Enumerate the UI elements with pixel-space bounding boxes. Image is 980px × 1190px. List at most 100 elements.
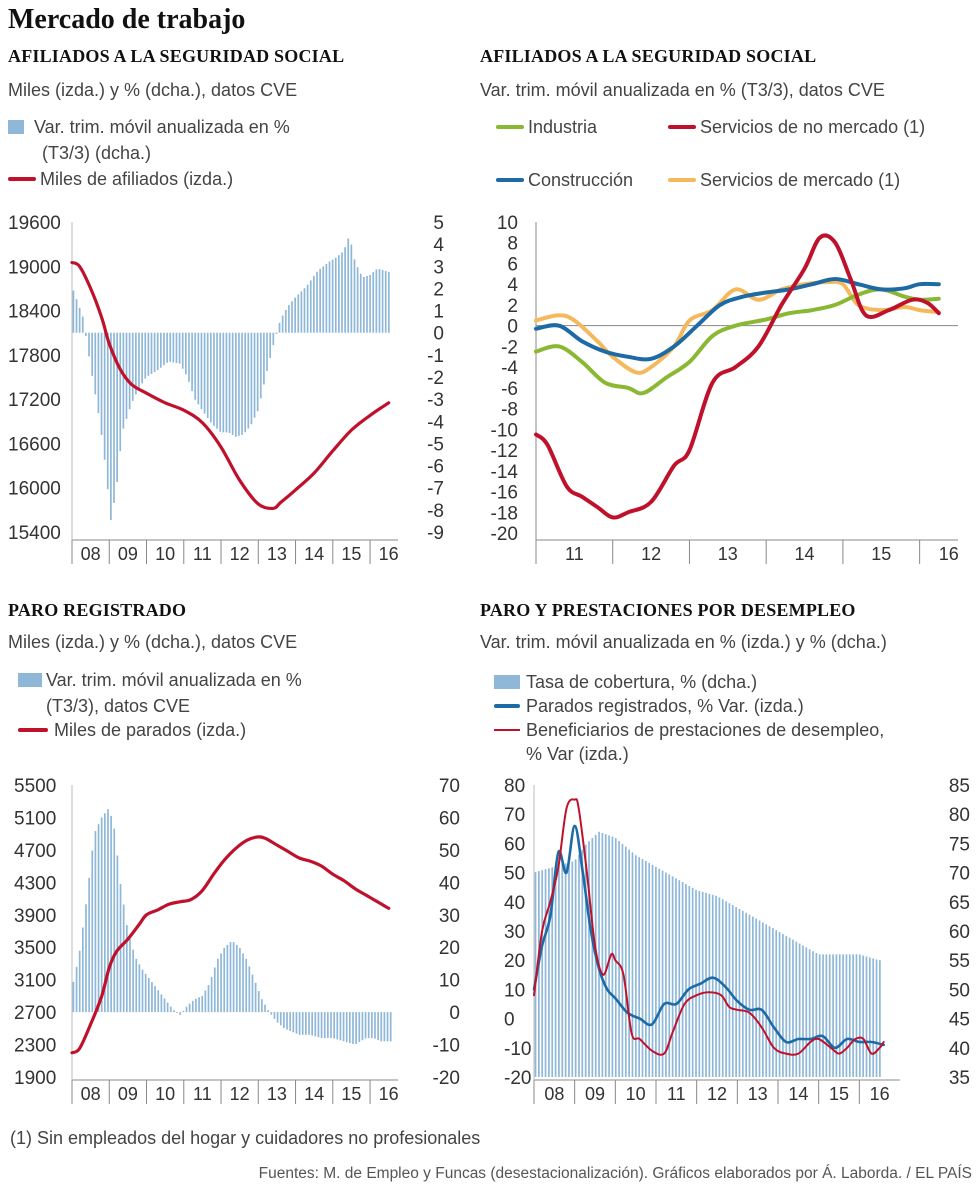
bar: [383, 1012, 386, 1042]
bar: [185, 1006, 188, 1013]
bar: [141, 332, 143, 384]
bar: [213, 332, 215, 426]
left-tick-label: 18400: [8, 302, 61, 323]
bar: [571, 861, 574, 1077]
chart-paro-registrado: 5500 5100 4700 4300 3900 3500 3100 2700 2300 1900…: [14, 776, 460, 1104]
left-tick-label: 15400: [8, 523, 61, 544]
bar: [845, 954, 848, 1077]
bar: [273, 1012, 276, 1019]
series-line-servicios-no-mercado: [534, 233, 941, 520]
bar: [147, 977, 150, 1013]
right-tick-label: 30: [439, 906, 460, 927]
blue-line-swatch-icon: [494, 704, 520, 708]
y-tick-label: 4: [507, 275, 518, 296]
bar: [266, 332, 268, 371]
bar: [298, 1012, 301, 1035]
panel1-title: AFILIADOS A LA SEGURIDAD SOCIAL: [8, 46, 345, 66]
bar: [608, 835, 610, 1077]
bar: [678, 880, 681, 1077]
bar: [748, 914, 751, 1077]
bar: [220, 953, 222, 1013]
bar: [327, 1012, 329, 1039]
bar: [91, 850, 94, 1013]
y-tick-label: -4: [501, 358, 518, 379]
bar: [232, 942, 235, 1013]
bar: [270, 1012, 273, 1015]
bar: [135, 958, 138, 1013]
bar: [138, 332, 140, 388]
bar: [207, 985, 210, 1013]
bar: [675, 878, 677, 1077]
bar: [695, 889, 697, 1077]
panel4-legend-bars: Tasa de cobertura, % (dcha.): [494, 672, 757, 693]
bar: [366, 276, 368, 333]
left-tick-label: 17800: [8, 346, 61, 367]
p4-x-tick-label: 08: [544, 1084, 564, 1104]
right-tick-label: 10: [439, 971, 460, 992]
right-tick-label: 80: [949, 805, 970, 826]
bar: [822, 954, 824, 1077]
left-tick-label: 19600: [8, 213, 61, 234]
bar: [292, 1012, 295, 1033]
bar: [184, 332, 187, 375]
p2-x-tick-label: 14: [795, 544, 815, 564]
bar: [367, 1012, 370, 1039]
p3-x-tick-label: 11: [193, 1084, 212, 1104]
bar: [755, 918, 758, 1077]
bar: [172, 332, 175, 363]
right-tick-label: 65: [949, 893, 970, 914]
left-tick-label: 16000: [8, 479, 61, 500]
y-tick-label: -2: [501, 337, 518, 358]
bar: [259, 332, 262, 399]
bar: [210, 977, 213, 1013]
bar: [144, 332, 147, 379]
bar: [548, 868, 550, 1077]
bar: [808, 949, 811, 1077]
panel1-subtitle: Miles (izda.) y % (dcha.), datos CVE: [8, 80, 298, 100]
right-tick-label: 75: [949, 834, 970, 855]
right-tick-label: -10: [433, 1036, 460, 1057]
bar: [350, 244, 353, 333]
bar: [141, 969, 144, 1013]
bar: [715, 895, 717, 1077]
y-tick-label: -6: [501, 379, 518, 400]
p1-x-tick-label: 13: [267, 544, 287, 564]
footnote: (1) Sin empleados del hogar y cuidadores…: [10, 1128, 481, 1148]
bar: [330, 1012, 332, 1039]
right-tick-label: 35: [949, 1068, 970, 1089]
bar: [358, 1012, 361, 1043]
right-tick-label: -2: [427, 368, 444, 389]
right-tick-label: -3: [427, 390, 444, 411]
bar: [735, 907, 737, 1077]
bar: [862, 955, 865, 1077]
left-tick-label: 80: [504, 776, 525, 797]
legend-servicios-no-mercado: Servicios de no mercado (1): [668, 117, 925, 138]
bar: [389, 1012, 392, 1042]
bar: [281, 315, 284, 333]
bar: [317, 1012, 320, 1038]
right-tick-label: 70: [439, 776, 460, 797]
bar: [775, 930, 778, 1077]
bar: [308, 1012, 310, 1035]
bar: [701, 891, 704, 1077]
bar: [166, 1002, 169, 1013]
bar: [855, 954, 858, 1077]
bar: [828, 954, 831, 1077]
bar: [751, 916, 754, 1077]
p1-x-tick-label: 10: [155, 544, 175, 564]
bar: [309, 280, 312, 333]
right-tick-label: -7: [427, 479, 444, 500]
right-tick-label: 70: [949, 864, 970, 885]
right-tick-label: 0: [433, 324, 444, 345]
bar: [85, 904, 87, 1013]
bar: [370, 1012, 373, 1039]
bar: [611, 836, 614, 1077]
bar: [272, 332, 275, 346]
p1-x-tick-label: 14: [304, 544, 324, 564]
bar: [705, 892, 707, 1077]
bar-swatch-icon: [8, 120, 24, 134]
bar: [179, 1012, 182, 1015]
bar: [341, 252, 343, 333]
panel2-title: AFILIADOS A LA SEGURIDAD SOCIAL: [480, 46, 817, 66]
bar: [805, 947, 808, 1077]
